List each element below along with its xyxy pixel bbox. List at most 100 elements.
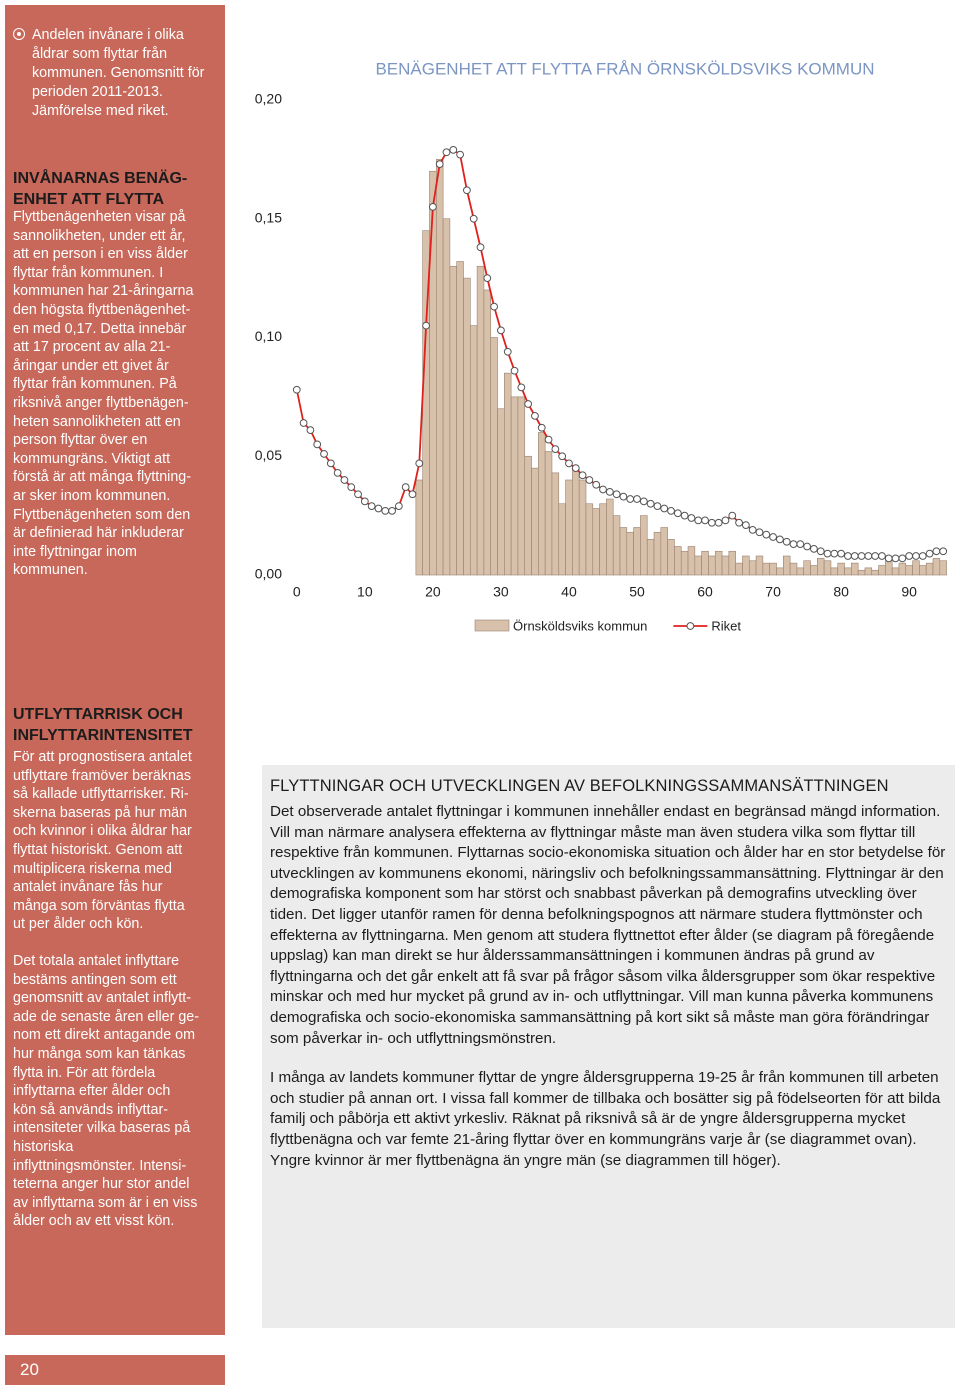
marker [803,542,812,551]
bar [483,289,492,576]
text-line: kommunen har 21-åringarna [13,283,194,300]
marker [367,502,376,511]
bar [817,558,825,576]
bar [517,396,526,576]
bar [619,527,628,576]
text-line: INVÅNARNAS BENÄG- [13,170,188,187]
x-tick-label: 0 [293,584,301,600]
marker [660,504,669,513]
bar [871,569,879,576]
bar [939,560,947,576]
marker [306,426,315,435]
section-body: För att prognostisera antalet utflyttare … [13,748,228,934]
x-tick-label: 10 [357,584,373,600]
text-line: är definierad här inkluderar [13,525,184,542]
text-line: så kallade utflyttarrisker. Ri- [13,786,189,803]
marker [517,383,526,392]
section-heading: UTFLYTTARRISK OCH INFLYTTARINTENSITET [13,704,228,746]
marker [633,495,641,503]
text-line: genomsnitt av antalet inflytt- [13,990,192,1007]
bar [640,515,648,576]
marker [320,449,328,458]
x-tick-label: 60 [697,584,713,600]
text-line: kommunen. [13,562,88,579]
marker [585,476,594,484]
y-tick-label: 0,10 [255,328,282,344]
marker [823,549,832,558]
article-paragraph: Det observerade antalet flyttningar i ko… [270,803,946,1047]
bar [674,546,682,576]
bar [463,277,471,576]
bar [476,265,485,576]
text-line: perioden 2011-2013. [32,84,163,100]
text-line: För att prognostisera antalet [13,749,192,765]
bar [551,472,560,576]
bar [470,325,478,576]
bar [578,479,587,576]
bar [612,515,621,576]
bar [769,562,777,576]
marker [918,552,927,560]
marker [565,459,573,468]
marker [837,549,846,558]
page-number: 20 [5,1355,225,1385]
marker [435,160,444,169]
marker [428,202,437,211]
marker [796,540,805,549]
bar [776,567,784,576]
bar [857,569,866,576]
marker [905,552,914,560]
text-line: att 17 procent av alla 21- [13,339,171,356]
text-line: ut per ålder och kön. [13,916,144,933]
marker [646,499,655,508]
bar [823,560,832,576]
marker [898,554,907,563]
marker [333,468,342,477]
bar [803,560,811,576]
x-tick-label: 70 [765,584,781,600]
text-line: ålder och av ett visst kön. [13,1213,175,1230]
bar [755,555,764,576]
marker [490,302,499,311]
marker [558,452,567,461]
article-paragraph: I många av landets kommuner flyttar de y… [270,1069,941,1169]
marker [687,514,696,522]
marker [408,490,417,499]
bar [599,503,607,576]
text-line: riksnivå anger flyttbenägen- [13,394,189,411]
marker [769,533,777,541]
chart-title: BENÄGENHET ATT FLYTTA FRÅN ÖRNSKÖLDSVIKS… [375,59,874,78]
text-line: kön så används inflyttar- [13,1101,168,1118]
marker [537,423,546,432]
marker [878,552,886,560]
marker [810,544,818,553]
marker [463,186,471,195]
marker [755,528,764,537]
text-line: åringar under ett givet år [13,357,169,374]
marker [932,547,941,556]
text-line: den högsta flyttbenägenhet- [13,301,191,318]
marker [483,274,492,283]
marker [510,366,519,375]
bar [497,408,505,576]
marker [871,552,880,560]
y-tick-label: 0,20 [255,91,282,107]
marker [605,487,614,496]
text-line: och kvinnor i olika åldrar har [13,823,192,840]
bar [714,550,723,576]
marker [891,554,900,563]
marker [735,518,743,527]
marker [830,549,839,558]
marker [374,504,383,513]
text-line: ar sker inom kommunen. [13,487,171,504]
marker [469,214,478,223]
bar [782,555,791,576]
bar [490,337,498,576]
bar [572,467,580,576]
bar [742,555,750,576]
marker [626,495,635,503]
bar [538,432,546,576]
marker [680,511,689,520]
bar [878,565,886,576]
legend-label: Riket [711,618,741,633]
